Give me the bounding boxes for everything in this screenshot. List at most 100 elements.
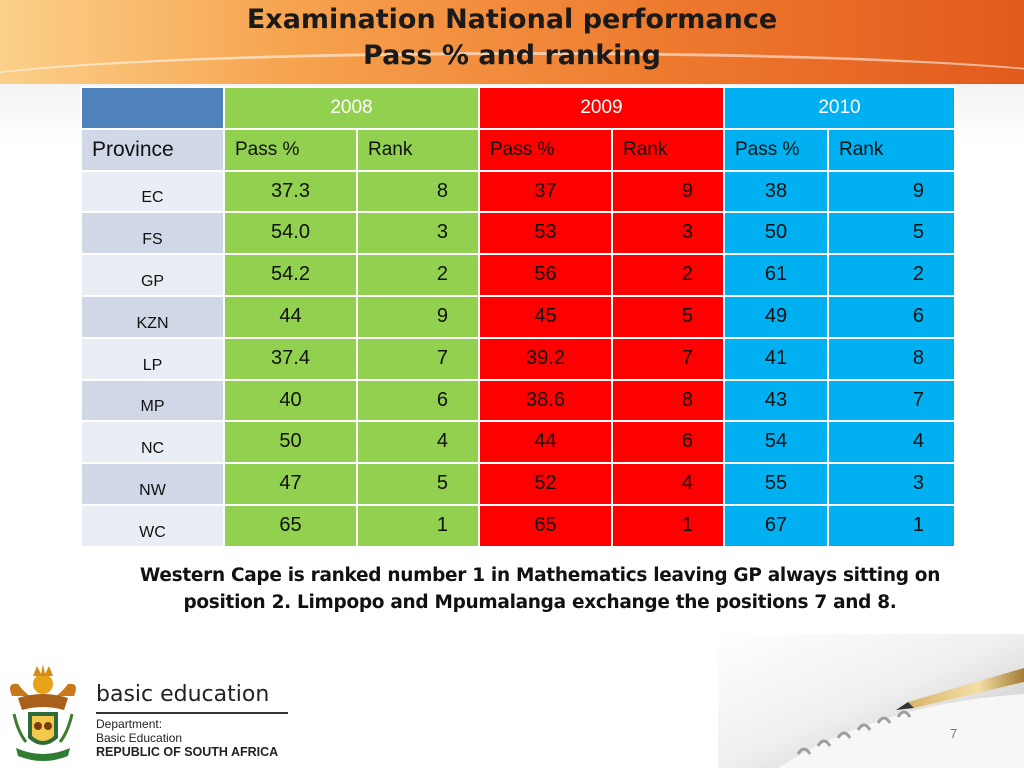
- rank-2010-cell: 4: [827, 420, 956, 465]
- table-row: MP 40 6 38.6 8 43 7: [80, 378, 956, 423]
- table-row: KZN 44 9 45 5 49 6: [80, 294, 956, 339]
- pass-header-2009: Pass %: [478, 127, 613, 172]
- rank-2010-cell: 2: [827, 253, 956, 297]
- pass-2010-cell: 43: [723, 378, 829, 423]
- caption-line-1: Western Cape is ranked number 1 in Mathe…: [139, 565, 941, 586]
- pass-2010-cell: 41: [723, 336, 829, 381]
- table-body: EC 37.3 8 37 9 38 9 FS 54.0 3 53 3 50 5 GP 54.2 2 56 2 61 2 K…: [80, 169, 956, 548]
- rank-2008-cell: 9: [356, 294, 480, 339]
- rank-2008-cell: 4: [356, 420, 480, 465]
- table-row: LP 37.4 7 39.2 7 41 8: [80, 336, 956, 381]
- caption-line-2: position 2. Limpopo and Mpumalanga excha…: [183, 592, 897, 613]
- pass-header-2008: Pass %: [223, 127, 358, 172]
- province-cell: GP: [80, 253, 225, 297]
- slide-title: Examination National performance Pass % …: [0, 2, 1024, 74]
- dept-line-1: Department:: [96, 717, 163, 731]
- table-row: FS 54.0 3 53 3 50 5: [80, 211, 956, 256]
- rank-2008-cell: 5: [356, 462, 480, 506]
- pass-2010-cell: 49: [723, 294, 829, 339]
- pass-2009-cell: 52: [478, 462, 613, 506]
- pass-2009-cell: 65: [478, 503, 613, 548]
- rank-2009-cell: 2: [611, 253, 725, 297]
- rank-2010-cell: 6: [827, 294, 956, 339]
- pass-2010-cell: 67: [723, 503, 829, 548]
- rank-2010-cell: 9: [827, 169, 956, 214]
- rank-2008-cell: 3: [356, 211, 480, 256]
- pass-2009-cell: 45: [478, 294, 613, 339]
- table-row: NC 50 4 44 6 54 4: [80, 420, 956, 465]
- header-swoosh: [0, 52, 1024, 84]
- table-row: GP 54.2 2 56 2 61 2: [80, 253, 956, 297]
- header-band: [0, 0, 1024, 84]
- table-row: NW 47 5 52 4 55 3: [80, 462, 956, 506]
- year-header-row: 2008 2009 2010: [80, 86, 956, 130]
- rank-header-2008: Rank: [356, 127, 480, 172]
- pass-2010-cell: 50: [723, 211, 829, 256]
- pass-2010-cell: 54: [723, 420, 829, 465]
- pass-2010-cell: 55: [723, 462, 829, 506]
- brand-title: basic education: [96, 682, 270, 707]
- sub-header-row: Province Pass % Rank Pass % Rank Pass % …: [80, 127, 956, 172]
- province-cell: WC: [80, 503, 225, 548]
- pass-2008-cell: 44: [223, 294, 358, 339]
- province-cell: LP: [80, 336, 225, 381]
- year-header-2009: 2009: [478, 86, 725, 130]
- rank-header-2010: Rank: [827, 127, 956, 172]
- rank-2008-cell: 8: [356, 169, 480, 214]
- pass-2008-cell: 37.3: [223, 169, 358, 214]
- rank-header-2009: Rank: [611, 127, 725, 172]
- rank-2009-cell: 1: [611, 503, 725, 548]
- rank-2009-cell: 4: [611, 462, 725, 506]
- province-cell: KZN: [80, 294, 225, 339]
- province-cell: FS: [80, 211, 225, 256]
- pen-notebook-image: [718, 634, 1024, 768]
- rank-2010-cell: 3: [827, 462, 956, 506]
- caption: Western Cape is ranked number 1 in Mathe…: [110, 562, 970, 616]
- rank-2008-cell: 6: [356, 378, 480, 423]
- rank-2009-cell: 6: [611, 420, 725, 465]
- rank-2009-cell: 8: [611, 378, 725, 423]
- title-line-1: Examination National performance: [246, 4, 778, 35]
- province-cell: NC: [80, 420, 225, 465]
- coat-of-arms-icon: [10, 664, 76, 761]
- rank-2010-cell: 5: [827, 211, 956, 256]
- table-row: EC 37.3 8 37 9 38 9: [80, 169, 956, 214]
- pass-2008-cell: 40: [223, 378, 358, 423]
- rank-2008-cell: 2: [356, 253, 480, 297]
- rank-2009-cell: 9: [611, 169, 725, 214]
- pass-2009-cell: 53: [478, 211, 613, 256]
- rank-2009-cell: 7: [611, 336, 725, 381]
- page-number: 7: [950, 726, 958, 741]
- pass-2008-cell: 65: [223, 503, 358, 548]
- table-row: WC 65 1 65 1 67 1: [80, 503, 956, 548]
- province-cell: NW: [80, 462, 225, 506]
- pass-2009-cell: 37: [478, 169, 613, 214]
- pass-2008-cell: 50: [223, 420, 358, 465]
- dept-line-3: REPUBLIC OF SOUTH AFRICA: [96, 745, 279, 759]
- pass-2010-cell: 61: [723, 253, 829, 297]
- brand-divider: [96, 712, 288, 714]
- pass-2008-cell: 37.4: [223, 336, 358, 381]
- pass-2009-cell: 44: [478, 420, 613, 465]
- pass-2008-cell: 54.0: [223, 211, 358, 256]
- rank-2010-cell: 8: [827, 336, 956, 381]
- rank-2009-cell: 5: [611, 294, 725, 339]
- year-header-2010: 2010: [723, 86, 956, 130]
- rank-2010-cell: 7: [827, 378, 956, 423]
- title-line-2: Pass % and ranking: [363, 40, 661, 71]
- pass-2008-cell: 54.2: [223, 253, 358, 297]
- header-blank-cell: [80, 86, 225, 130]
- year-header-2008: 2008: [223, 86, 480, 130]
- pass-header-2010: Pass %: [723, 127, 829, 172]
- pass-2009-cell: 38.6: [478, 378, 613, 423]
- pass-2010-cell: 38: [723, 169, 829, 214]
- dept-line-2: Basic Education: [96, 731, 183, 745]
- province-header: Province: [80, 127, 225, 172]
- rank-2008-cell: 7: [356, 336, 480, 381]
- province-cell: EC: [80, 169, 225, 214]
- pass-2008-cell: 47: [223, 462, 358, 506]
- pass-2009-cell: 39.2: [478, 336, 613, 381]
- rank-2010-cell: 1: [827, 503, 956, 548]
- rank-2008-cell: 1: [356, 503, 480, 548]
- performance-table: 2008 2009 2010 Province Pass % Rank Pass…: [80, 86, 956, 548]
